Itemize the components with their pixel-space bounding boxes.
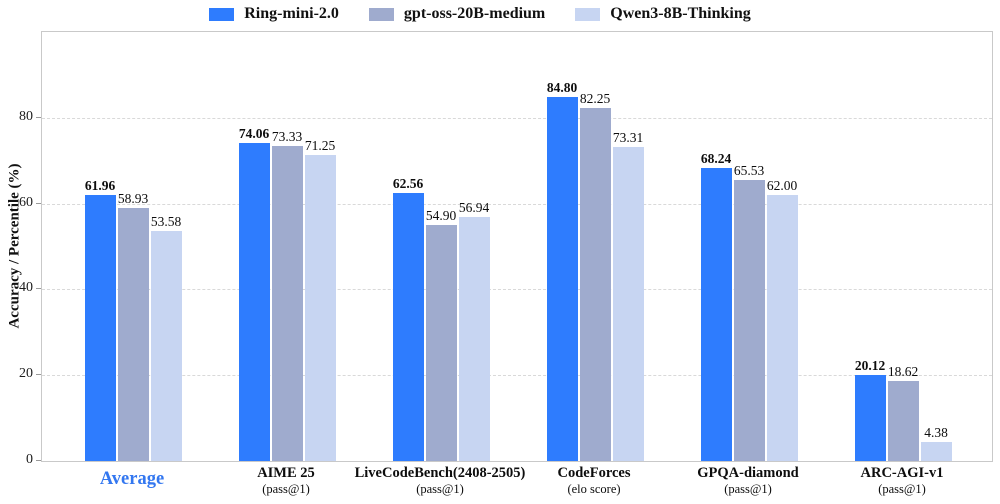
y-tick-label-0: 0 [26,452,33,467]
bar-ring-mini-2-0 [392,192,424,461]
bar-qwen3-8b-thinking [920,442,952,461]
bar-value-label: 53.58 [150,214,182,230]
bar-qwen3-8b-thinking [150,231,182,461]
legend-swatch [209,7,235,21]
grid-line-60 [42,203,992,205]
x-category-name: AIME 25 [257,465,315,481]
bar-value-label: 18.62 [887,364,919,380]
y-tick-mark [36,116,41,118]
chart-legend: Ring-mini-2.0 gpt-oss-20B-medium Qwen3-8B-… [0,5,960,23]
x-category-sublabel: (pass@1) [262,482,310,496]
x-category-label-livecodebench-2408-2505-: LiveCodeBench(2408-2505) (pass@1) [330,465,550,496]
bar-qwen3-8b-thinking [612,146,644,461]
x-category-name: ARC-AGI-v1 [860,465,944,481]
bar-value-label: 84.80 [546,80,578,96]
bar-gpt-oss-20b-medium [117,208,149,461]
x-category-sublabel: (pass@1) [416,482,464,496]
x-category-label-arc-agi-v1: ARC-AGI-v1 (pass@1) [792,465,1000,496]
bar-gpt-oss-20b-medium [887,381,919,461]
bar-ring-mini-2-0 [854,374,886,461]
y-axis-title: Accuracy / Percentile (%) [6,163,23,329]
x-category-sublabel: (pass@1) [724,482,772,496]
grid-line-80 [42,117,992,119]
y-tick-mark [36,460,41,461]
bar-value-label: 73.33 [271,129,303,145]
legend-item-ring-mini-2-0: Ring-mini-2.0 [209,5,339,23]
bar-value-label: 58.93 [117,191,149,207]
x-category-sublabel: (elo score) [567,482,621,496]
y-tick-mark [36,202,41,204]
legend-item-gpt-oss-20b-medium: gpt-oss-20B-medium [368,5,546,23]
grid-line-20 [42,375,992,377]
x-category-label-gpqa-diamond: GPQA-diamond (pass@1) [638,465,858,496]
bar-value-label: 73.31 [612,129,644,145]
bar-ring-mini-2-0 [546,97,578,461]
x-category-name: CodeForces [557,465,631,481]
bar-value-label: 56.94 [458,199,490,215]
y-tick-mark [36,288,41,290]
legend-label: Ring-mini-2.0 [244,5,339,22]
x-category-label-aime-25: AIME 25 (pass@1) [176,465,396,496]
plot-area: 61.96 58.93 53.58 74.06 73.33 71.25 62.56 54.90… [41,31,993,462]
bar-value-label: 62.00 [766,178,798,194]
x-category-label-average: Average [22,465,242,491]
bar-gpt-oss-20b-medium [733,179,765,461]
x-category-name: LiveCodeBench(2408-2505) [354,465,526,481]
bar-value-label: 65.53 [733,162,765,178]
legend-label: gpt-oss-20B-medium [403,5,546,22]
legend-label: Qwen3-8B-Thinking [610,5,751,22]
x-category-sublabel: (pass@1) [878,482,926,496]
y-tick-mark [36,374,41,376]
bar-value-label: 82.25 [579,91,611,107]
bar-value-label: 68.24 [700,151,732,167]
legend-swatch [575,7,601,21]
x-category-label-codeforces: CodeForces (elo score) [484,465,704,496]
x-category-name: Average [99,469,165,489]
y-tick-label-40: 40 [19,280,33,296]
bar-qwen3-8b-thinking [304,155,336,461]
bar-gpt-oss-20b-medium [271,146,303,461]
bar-gpt-oss-20b-medium [425,225,457,461]
legend-item-qwen3-8b-thinking: Qwen3-8B-Thinking [575,5,751,23]
y-tick-label-20: 20 [19,366,33,382]
y-tick-label-80: 80 [19,108,33,124]
bar-value-label: 61.96 [84,178,116,194]
bar-value-label: 20.12 [854,357,886,373]
bar-gpt-oss-20b-medium [579,108,611,461]
bar-qwen3-8b-thinking [766,195,798,461]
bar-value-label: 54.90 [425,208,457,224]
bar-qwen3-8b-thinking [458,216,490,461]
bar-ring-mini-2-0 [700,168,732,461]
legend-swatch [368,7,394,21]
bar-ring-mini-2-0 [238,143,270,461]
bar-value-label: 4.38 [924,425,948,441]
bar-value-label: 71.25 [304,138,336,154]
bar-value-label: 62.56 [392,175,424,191]
grid-line-40 [42,289,992,291]
y-tick-label-60: 60 [19,194,33,210]
bar-value-label: 74.06 [238,126,270,142]
bar-ring-mini-2-0 [84,195,116,461]
x-category-name: GPQA-diamond [697,465,799,481]
